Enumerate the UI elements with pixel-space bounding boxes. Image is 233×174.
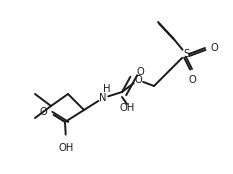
Text: O: O [134,75,142,85]
Text: O: O [188,75,196,85]
Text: N: N [99,93,107,103]
Text: OH: OH [58,143,74,153]
Text: OH: OH [119,103,135,113]
Text: O: O [39,107,47,117]
Text: S: S [183,49,189,59]
Text: H: H [103,84,111,94]
Text: O: O [136,67,144,77]
Text: O: O [210,43,218,53]
